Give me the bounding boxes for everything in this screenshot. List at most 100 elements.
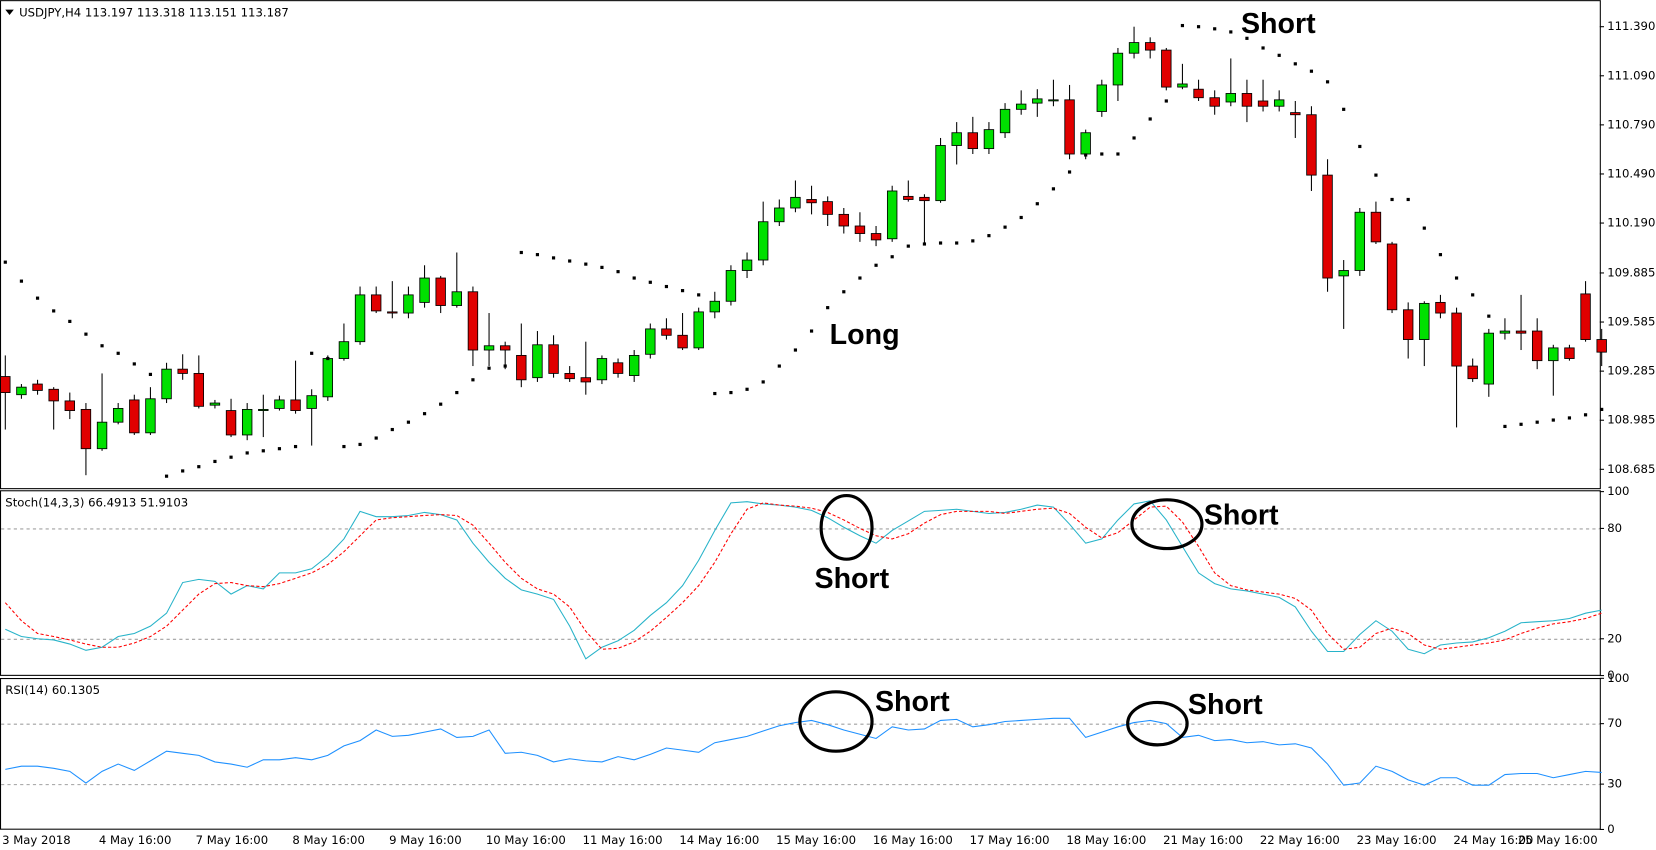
x-tick-label: 18 May 16:00 <box>1066 833 1146 847</box>
candle-body <box>1048 99 1059 102</box>
sar-dot <box>342 444 346 449</box>
candle-body <box>225 410 237 436</box>
candle-body <box>983 129 995 150</box>
candle-body <box>1177 83 1188 88</box>
sar-dot <box>1213 27 1217 31</box>
sar-dot <box>277 447 282 451</box>
candle-body <box>725 270 737 302</box>
candle-body <box>1435 301 1446 314</box>
candle-body <box>1064 99 1075 155</box>
candle-body <box>145 398 156 434</box>
candle-body <box>177 368 188 374</box>
candle-body <box>677 334 688 349</box>
sar-dot <box>600 265 604 269</box>
indicator-line <box>5 500 1602 660</box>
sar-dot <box>616 270 620 274</box>
sar-dot <box>551 256 556 260</box>
panel-title: RSI(14) 60.1305 <box>5 683 100 697</box>
sar-dot <box>293 444 298 449</box>
sar-dot <box>1325 80 1330 84</box>
sar-dot <box>1583 413 1588 417</box>
candle-body <box>1402 309 1414 340</box>
sar-dot <box>1132 136 1136 140</box>
sar-dot <box>68 319 72 323</box>
candle-body <box>1209 97 1220 107</box>
candle-body <box>274 399 285 409</box>
candle-body <box>0 376 11 393</box>
candle-body <box>1483 332 1495 385</box>
candle-body <box>532 344 543 379</box>
y-tick-label: 111.390 <box>1607 19 1655 33</box>
candle-body <box>757 221 769 261</box>
sar-dot <box>1261 46 1265 50</box>
candle-body <box>822 201 833 215</box>
sar-dot <box>1487 314 1491 318</box>
y-tick-label: 110.190 <box>1607 216 1655 230</box>
candle-body <box>935 145 946 202</box>
candle-body <box>161 368 172 400</box>
sar-dot <box>761 380 765 384</box>
sar-dot <box>906 244 910 248</box>
candle-body <box>999 108 1011 134</box>
x-tick-label: 17 May 16:00 <box>970 833 1050 847</box>
x-tick-label: 25 May 16:00 <box>1518 833 1598 847</box>
candle-body <box>1419 302 1430 340</box>
candle-body <box>1596 339 1607 353</box>
y-tick-label: 80 <box>1607 521 1622 535</box>
sar-dot <box>1390 197 1394 202</box>
sar-dot <box>1100 152 1104 156</box>
sar-dot <box>229 455 233 459</box>
candle-body <box>1531 330 1543 362</box>
candle-body <box>709 300 721 313</box>
rsi-panel-frame <box>0 678 1601 830</box>
sar-dot <box>680 289 685 293</box>
sar-dot <box>1035 202 1039 206</box>
sar-dot <box>1519 422 1523 426</box>
sar-dot <box>406 420 411 424</box>
candle-body <box>1322 174 1333 279</box>
candle-body <box>1515 330 1527 334</box>
candle-body <box>1354 211 1366 271</box>
sar-dot <box>1551 418 1555 422</box>
sar-dot <box>422 412 427 416</box>
sar-dot <box>390 427 394 432</box>
sar-dot <box>1019 215 1023 220</box>
annotation: Short <box>875 686 950 718</box>
y-tick-label: 100 <box>1607 484 1629 498</box>
sar-dot <box>1148 117 1152 121</box>
highlight-circle <box>1126 700 1189 747</box>
sar-dot <box>1309 69 1314 73</box>
sar-dot <box>439 402 443 406</box>
sar-dot <box>1600 407 1604 412</box>
sar-dot <box>1471 293 1475 297</box>
x-tick-label: 8 May 16:00 <box>292 833 365 847</box>
candle-body <box>112 408 124 423</box>
candle-body <box>499 345 511 351</box>
highlight-circle <box>798 690 874 753</box>
sar-dot <box>245 451 249 455</box>
symbol-menu-icon[interactable] <box>5 9 14 15</box>
sar-dot <box>1051 187 1056 191</box>
candle-body <box>80 408 92 450</box>
candle-body <box>370 294 382 312</box>
sar-dot <box>100 344 104 348</box>
candle-body <box>16 386 27 396</box>
candle-body <box>645 328 656 355</box>
y-tick-label: 30 <box>1607 777 1622 791</box>
sar-dot <box>1293 62 1297 66</box>
x-tick-label: 21 May 16:00 <box>1163 833 1243 847</box>
candle-body <box>1112 52 1124 86</box>
candle-body <box>596 358 608 381</box>
candle-body <box>967 132 979 150</box>
sar-dot <box>213 459 217 464</box>
highlight-circle <box>1130 498 1204 551</box>
candle-body <box>564 372 575 380</box>
x-tick-label: 16 May 16:00 <box>873 833 953 847</box>
x-tick-label: 23 May 16:00 <box>1357 833 1437 847</box>
candle-body <box>193 372 205 407</box>
sar-dot <box>1422 226 1426 230</box>
candle-body <box>693 311 704 349</box>
candle-body <box>435 277 446 306</box>
candle-body <box>64 400 76 411</box>
candle-body <box>1144 42 1156 51</box>
